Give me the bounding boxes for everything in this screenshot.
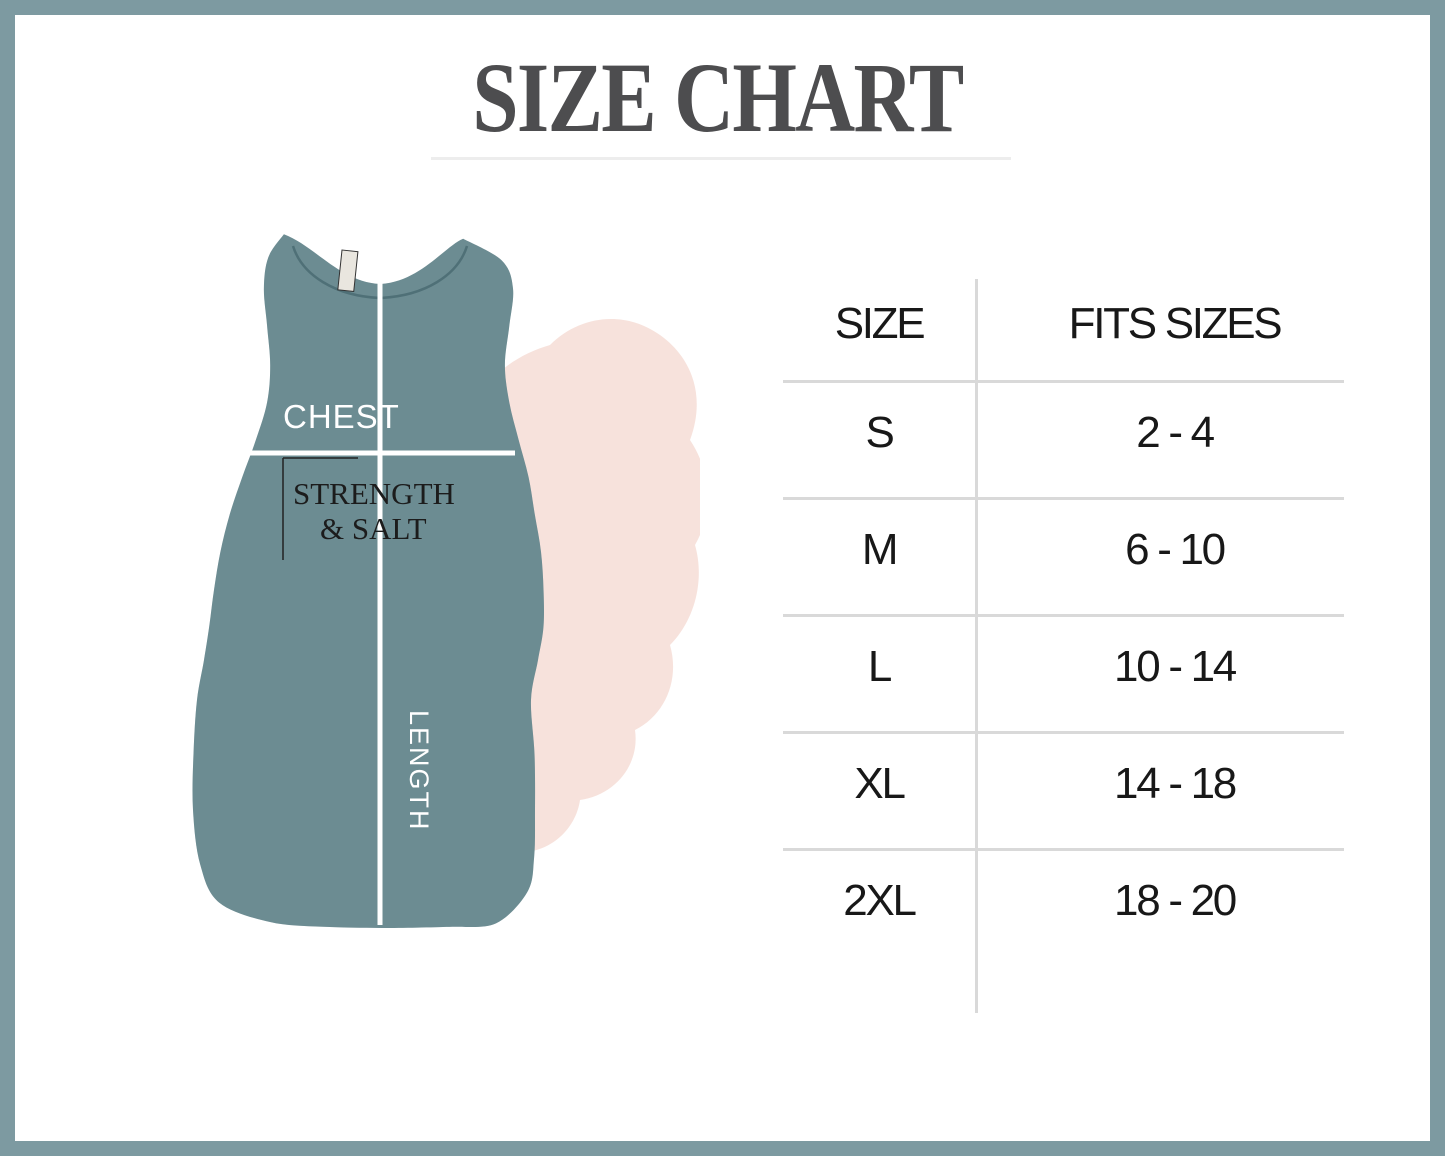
svg-text:CHEST: CHEST	[283, 398, 400, 435]
svg-text:& SALT: & SALT	[320, 511, 427, 546]
svg-text:STRENGTH: STRENGTH	[293, 476, 455, 511]
svg-text:LENGTH: LENGTH	[404, 710, 434, 832]
